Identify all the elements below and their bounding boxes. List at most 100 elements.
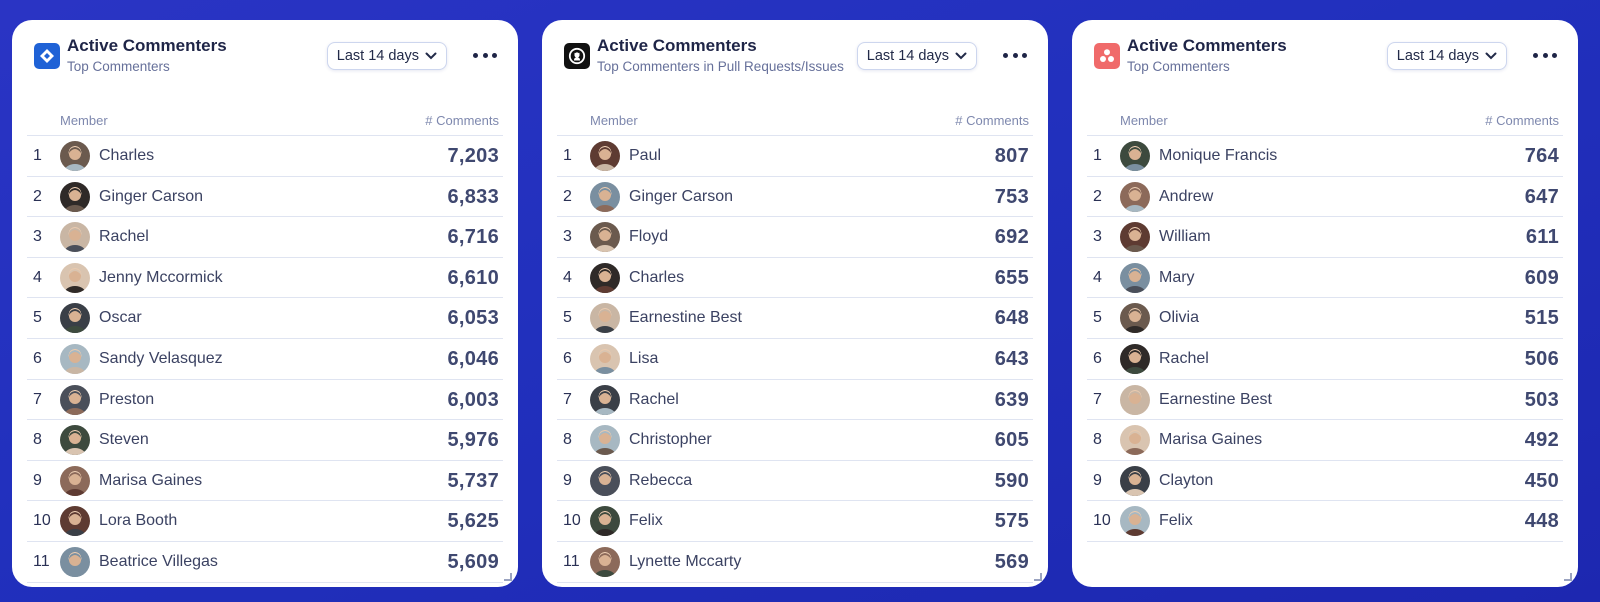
column-comments: # Comments (955, 113, 1029, 128)
card-header: Active Commenters Top Commenters Last 14… (27, 20, 503, 106)
table-row[interactable]: 9 Rebecca 590 (557, 461, 1033, 502)
avatar (60, 181, 90, 212)
avatar (590, 222, 620, 253)
table-row[interactable]: 4 Charles 655 (557, 258, 1033, 299)
rank-number: 7 (33, 390, 42, 408)
table-row[interactable]: 10 Felix 448 (1087, 501, 1563, 542)
comment-count: 7,203 (447, 145, 499, 167)
table-row[interactable]: 2 Ginger Carson 753 (557, 177, 1033, 218)
more-options-icon[interactable] (1003, 47, 1027, 63)
date-range-dropdown[interactable]: Last 14 days (1386, 42, 1507, 70)
date-range-dropdown[interactable]: Last 14 days (326, 42, 447, 70)
resize-handle-icon[interactable] (1564, 573, 1572, 581)
rank-number: 3 (563, 228, 572, 246)
rank-number: 5 (563, 309, 572, 327)
jira-diamond-icon (34, 43, 60, 69)
comment-count: 6,046 (447, 347, 499, 370)
comment-count: 450 (1524, 469, 1559, 492)
more-options-icon[interactable] (473, 47, 497, 63)
table-header: Member # Comments (27, 106, 503, 136)
avatar (590, 141, 620, 171)
card-title: Active Commenters (597, 36, 757, 55)
table-row[interactable]: 9 Clayton 450 (1087, 461, 1563, 502)
card-subtitle: Top Commenters (67, 59, 170, 74)
comment-count: 515 (1524, 307, 1559, 330)
table-row[interactable]: 6 Sandy Velasquez 6,046 (27, 339, 503, 380)
date-range-dropdown[interactable]: Last 14 days (856, 42, 977, 70)
comment-count: 643 (994, 347, 1029, 370)
table-row[interactable]: 4 Jenny Mccormick 6,610 (27, 258, 503, 299)
rank-number: 2 (563, 187, 572, 205)
table-row[interactable]: 1 Charles 7,203 (27, 136, 503, 177)
rank-number: 2 (1093, 187, 1102, 205)
date-range-label: Last 14 days (336, 48, 419, 64)
table-row[interactable]: 1 Monique Francis 764 (1087, 136, 1563, 177)
comment-count: 5,976 (447, 429, 499, 452)
card-header: Active Commenters Top Commenters in Pull… (557, 20, 1033, 106)
table-row[interactable]: 11 Lynette Mccarty 569 (557, 542, 1033, 583)
card-header: Active Commenters Top Commenters Last 14… (1087, 20, 1563, 106)
rank-number: 7 (1093, 390, 1102, 408)
comment-count: 590 (994, 469, 1029, 492)
member-name: Oscar (99, 309, 142, 327)
rank-number: 11 (563, 552, 580, 570)
card-subtitle: Top Commenters in Pull Requests/Issues (597, 59, 844, 74)
table-row[interactable]: 6 Lisa 643 (557, 339, 1033, 380)
member-name: Paul (629, 147, 662, 164)
comment-count: 655 (994, 266, 1029, 289)
avatar (590, 546, 620, 577)
avatar (590, 181, 620, 212)
table-row[interactable]: 9 Marisa Gaines 5,737 (27, 461, 503, 502)
avatar (590, 465, 620, 496)
comment-count: 575 (994, 510, 1029, 533)
card-title: Active Commenters (67, 36, 227, 55)
table-row[interactable]: 8 Marisa Gaines 492 (1087, 420, 1563, 461)
comment-count: 764 (1524, 145, 1559, 167)
resize-handle-icon[interactable] (1034, 573, 1042, 581)
table-row[interactable]: 5 Oscar 6,053 (27, 298, 503, 339)
rank-number: 11 (33, 552, 50, 570)
table-row[interactable]: 8 Christopher 605 (557, 420, 1033, 461)
table-row[interactable]: 8 Steven 5,976 (27, 420, 503, 461)
table-row[interactable]: 5 Olivia 515 (1087, 298, 1563, 339)
member-name: Rachel (99, 228, 149, 246)
comment-count: 569 (994, 550, 1029, 573)
table-row[interactable]: 3 Rachel 6,716 (27, 217, 503, 258)
table-row[interactable]: 6 Rachel 506 (1087, 339, 1563, 380)
comment-count: 611 (1525, 226, 1559, 249)
resize-handle-icon[interactable] (504, 573, 512, 581)
avatar (60, 546, 90, 577)
member-name: Christopher (629, 431, 712, 449)
avatar (590, 343, 620, 374)
table-row[interactable]: 10 Lora Booth 5,625 (27, 501, 503, 542)
table-row[interactable]: 10 Felix 575 (557, 501, 1033, 542)
member-name: William (1159, 228, 1211, 246)
comment-count: 6,610 (447, 266, 499, 289)
comment-count: 6,716 (447, 226, 499, 249)
table-row[interactable]: 7 Earnestine Best 503 (1087, 380, 1563, 421)
table-row[interactable]: 3 William 611 (1087, 217, 1563, 258)
table-row[interactable]: 2 Ginger Carson 6,833 (27, 177, 503, 218)
rank-number: 7 (563, 390, 572, 408)
comment-count: 648 (994, 307, 1029, 330)
table-row[interactable]: 2 Andrew 647 (1087, 177, 1563, 218)
table-row[interactable]: 1 Paul 807 (557, 136, 1033, 177)
table-row[interactable]: 3 Floyd 692 (557, 217, 1033, 258)
avatar (1120, 303, 1150, 334)
avatar (1120, 222, 1150, 253)
avatar (1120, 262, 1150, 293)
table-row[interactable]: 7 Preston 6,003 (27, 380, 503, 421)
member-name: Lora Booth (99, 512, 178, 530)
rank-number: 10 (1093, 512, 1111, 530)
avatar (590, 384, 620, 415)
table-row[interactable]: 7 Rachel 639 (557, 380, 1033, 421)
member-name: Marisa Gaines (99, 471, 203, 489)
member-name: Lisa (629, 349, 659, 367)
table-row[interactable]: 4 Mary 609 (1087, 258, 1563, 299)
card-jira-active-commenters: Active Commenters Top Commenters Last 14… (12, 20, 518, 587)
rank-number: 1 (563, 147, 572, 164)
commenter-list: 1 Paul 807 2 Ginger Carson 753 3 Floyd 692 4 Charl… (557, 136, 1033, 583)
more-options-icon[interactable] (1533, 47, 1557, 63)
table-row[interactable]: 11 Beatrice Villegas 5,609 (27, 542, 503, 583)
table-row[interactable]: 5 Earnestine Best 648 (557, 298, 1033, 339)
